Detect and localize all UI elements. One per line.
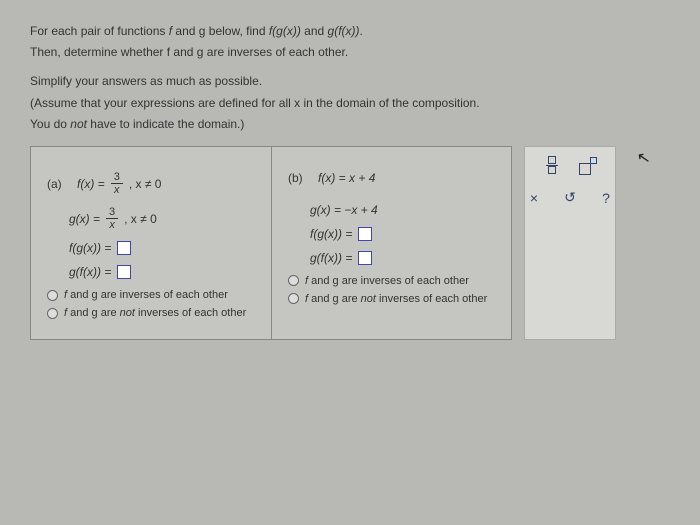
cursor-icon: ↖ xyxy=(635,147,652,169)
b-fgx-input[interactable] xyxy=(358,227,372,241)
undo-icon: ↺ xyxy=(564,189,576,206)
instructions-block: For each pair of functions f and g below… xyxy=(30,22,670,134)
exponent-tool[interactable] xyxy=(577,155,599,177)
fraction-tool[interactable] xyxy=(541,155,563,177)
a-option-not-inverses[interactable]: f and g are not inverses of each other xyxy=(47,307,255,319)
b-gx: g(x) = −x + 4 xyxy=(310,203,495,217)
a-option-inverses[interactable]: f and g are inverses of each other xyxy=(47,289,255,301)
problem-table: (a) f(x) = 3x , x ≠ 0 g(x) = 3x , x ≠ 0 … xyxy=(30,146,512,340)
instruction-line-4: (Assume that your expressions are define… xyxy=(30,94,670,113)
a-fgx-input[interactable] xyxy=(117,241,131,255)
column-a: (a) f(x) = 3x , x ≠ 0 g(x) = 3x , x ≠ 0 … xyxy=(31,147,271,339)
instruction-line-5: You do not have to indicate the domain.) xyxy=(30,115,670,134)
undo-tool[interactable]: ↺ xyxy=(559,187,581,209)
help-icon: ? xyxy=(602,190,610,206)
clear-tool[interactable]: × xyxy=(523,187,545,209)
help-tool[interactable]: ? xyxy=(595,187,617,209)
b-gfx-row: g(f(x)) = xyxy=(310,251,495,265)
radio-icon xyxy=(47,308,58,319)
radio-icon xyxy=(288,275,299,286)
b-fx: (b) f(x) = x + 4 xyxy=(288,171,495,185)
a-fgx-row: f(g(x)) = xyxy=(69,241,255,255)
a-fx: (a) f(x) = 3x , x ≠ 0 xyxy=(47,171,255,196)
times-icon: × xyxy=(530,190,538,206)
toolbox: × ↺ ? xyxy=(524,146,616,340)
exponent-icon xyxy=(579,157,597,175)
instruction-line-2: Then, determine whether f and g are inve… xyxy=(30,43,670,62)
b-gfx-input[interactable] xyxy=(358,251,372,265)
a-gx: g(x) = 3x , x ≠ 0 xyxy=(69,206,255,231)
radio-icon xyxy=(47,290,58,301)
b-option-inverses[interactable]: f and g are inverses of each other xyxy=(288,275,495,287)
b-fgx-row: f(g(x)) = xyxy=(310,227,495,241)
column-b: (b) f(x) = x + 4 g(x) = −x + 4 f(g(x)) =… xyxy=(271,147,511,339)
a-gfx-row: g(f(x)) = xyxy=(69,265,255,279)
a-gfx-input[interactable] xyxy=(117,265,131,279)
radio-icon xyxy=(288,293,299,304)
instruction-line-1: For each pair of functions f and g below… xyxy=(30,22,670,41)
b-option-not-inverses[interactable]: f and g are not inverses of each other xyxy=(288,293,495,305)
instruction-line-3: Simplify your answers as much as possibl… xyxy=(30,72,670,91)
fraction-icon xyxy=(546,156,558,175)
